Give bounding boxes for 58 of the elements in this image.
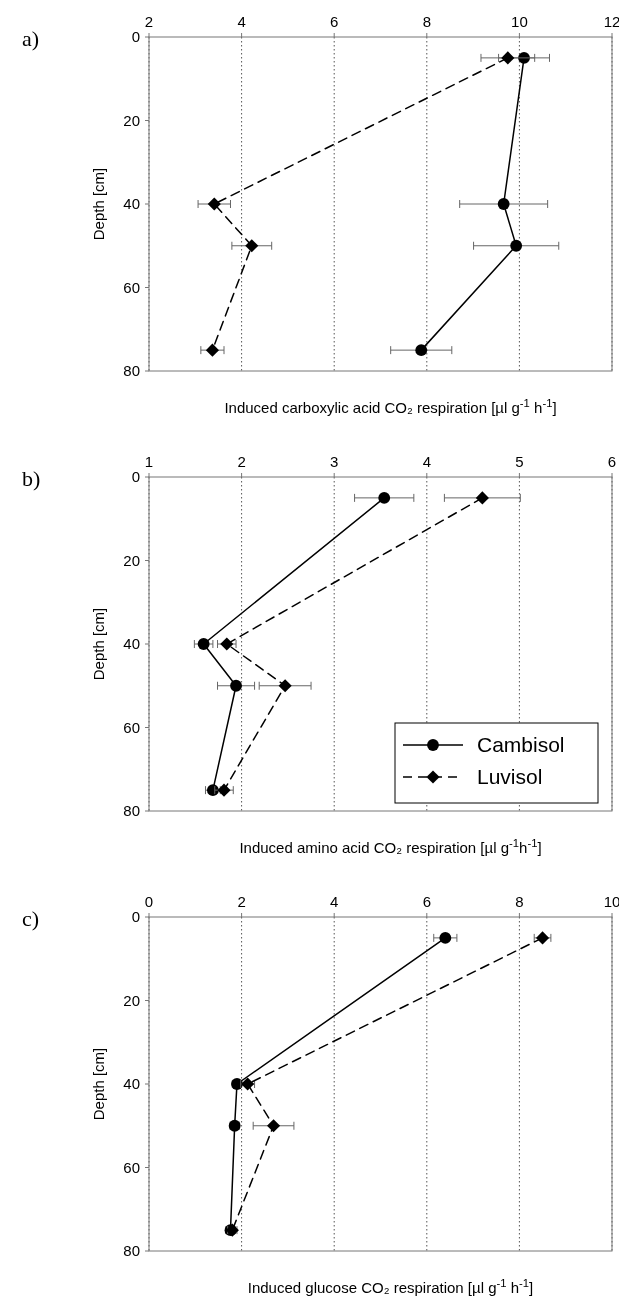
y-axis-title: Depth [cm] [90, 607, 107, 681]
x-tick-label: 6 [422, 893, 431, 910]
x-tick-label: 6 [607, 453, 617, 470]
y-tick-label: 80 [123, 1242, 140, 1259]
point [207, 197, 221, 211]
point [510, 239, 523, 252]
y-tick-label: 0 [131, 28, 140, 45]
y-tick-label: 80 [123, 362, 140, 379]
point [415, 344, 428, 357]
y-tick-label: 20 [123, 551, 140, 569]
point [245, 239, 259, 253]
y-tick-label: 0 [131, 908, 140, 925]
y-tick-label: 0 [131, 468, 140, 485]
x-tick-label: 8 [422, 13, 431, 30]
point [205, 343, 219, 357]
y-tick-label: 40 [123, 195, 140, 212]
point [501, 51, 515, 65]
y-axis-title: Depth [cm] [90, 1047, 107, 1121]
chart-title: c) [22, 906, 40, 931]
x-tick-label: 12 [603, 13, 621, 30]
legend-label: Luvisol [477, 765, 543, 788]
x-axis-title: Induced amino acid CO₂ respiration [µl g$^{-1}$h$^{-1}$] [239, 837, 542, 856]
x-tick-label: 4 [237, 13, 246, 30]
chart-title: b) [22, 466, 41, 491]
y-tick-label: 60 [123, 278, 140, 296]
x-tick-label: 2 [144, 13, 154, 30]
x-tick-label: 4 [330, 893, 339, 910]
y-tick-label: 60 [123, 718, 140, 736]
chart-title: a) [22, 26, 40, 51]
x-tick-label: 3 [330, 453, 339, 470]
point [278, 679, 292, 693]
x-tick-label: 6 [330, 13, 339, 30]
point [475, 491, 489, 505]
x-tick-label: 4 [422, 453, 431, 470]
point [439, 931, 452, 944]
y-tick-label: 20 [123, 111, 140, 129]
x-tick-label: 5 [515, 453, 524, 470]
point [497, 198, 510, 210]
x-axis-title: Induced carboxylic acid CO₂ respiration [µl g$^{-1}$ h$^{-1}$] [224, 397, 557, 416]
legend-label: Cambisol [477, 733, 565, 756]
y-tick-label: 80 [123, 802, 140, 819]
x-tick-label: 2 [237, 893, 246, 910]
point [230, 679, 242, 692]
y-tick-label: 40 [123, 635, 140, 652]
y-tick-label: 40 [123, 1075, 140, 1092]
y-axis-title: Depth [cm] [90, 167, 107, 241]
x-tick-label: 10 [511, 13, 528, 30]
point [266, 1119, 281, 1133]
x-axis-title: Induced glucose CO₂ respiration [µl g$^{-1}$ h$^{-1}$] [247, 1277, 534, 1296]
x-tick-label: 10 [603, 893, 621, 910]
point [378, 491, 391, 504]
point [197, 638, 210, 650]
y-tick-label: 20 [123, 991, 140, 1009]
x-tick-label: 1 [144, 453, 154, 470]
x-tick-label: 8 [515, 893, 524, 910]
y-tick-label: 60 [123, 1158, 140, 1176]
x-tick-label: 0 [144, 893, 154, 910]
x-tick-label: 2 [237, 453, 246, 470]
